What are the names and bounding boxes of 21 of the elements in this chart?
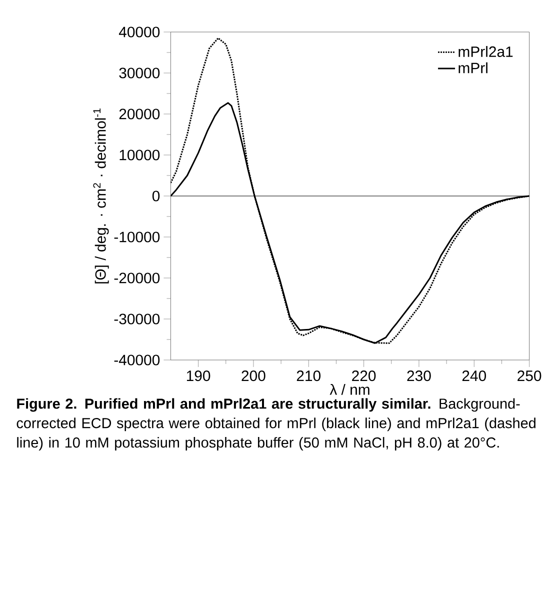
x-axis-title: λ / nm — [330, 384, 370, 395]
y-tick-label: -40000 — [114, 354, 160, 366]
legend-label: mPrl — [458, 62, 488, 74]
x-tick-label: 210 — [296, 370, 320, 382]
y-tick-label: 10000 — [120, 150, 160, 160]
y-tick-label: -10000 — [114, 232, 160, 242]
x-tick-label: 220 — [352, 370, 376, 382]
y-tick-label: 40000 — [118, 26, 160, 38]
y-tick-label: 20000 — [119, 108, 160, 120]
x-tick-label: 250 — [518, 370, 542, 382]
x-tick-label: 190 — [186, 370, 210, 382]
y-axis-title: [Θ] / deg. · cm$^{2}$ · decimol$^{-1}$ — [93, 108, 109, 284]
y-tick-label: 0 — [152, 190, 160, 202]
x-tick-label: 240 — [462, 370, 486, 382]
y-tick-label: -20000 — [114, 272, 160, 284]
text: Figure 2. Purified mPrl and mPrl2a1 are structurally similar. Background-corrected ECD spectra were obtained for mPrl (black line) and mPrl2a1 (dashed line) in 10 mM potassium phosphate buffer (50 mM NaCl, pH 8.0) at 20°C. — [16, 398, 536, 451]
y-tick-label: -30000 — [114, 314, 160, 324]
legend-label: mPrl2a1 — [458, 46, 513, 57]
x-tick-label: 200 — [242, 370, 266, 382]
x-tick-label: 230 — [407, 370, 431, 382]
y-tick-label: 30000 — [119, 68, 160, 78]
